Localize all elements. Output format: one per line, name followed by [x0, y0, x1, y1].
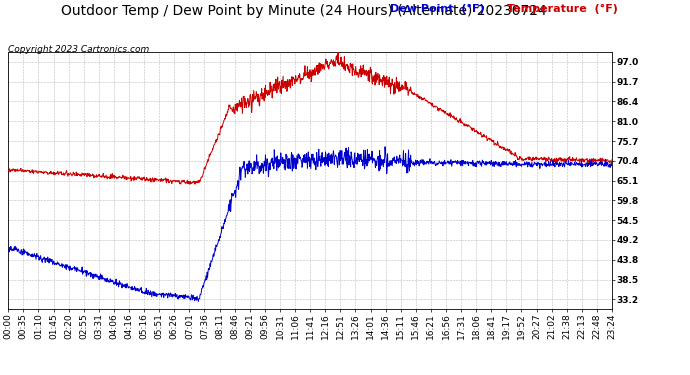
Text: Dew Point  (°F): Dew Point (°F): [390, 4, 484, 14]
Text: Copyright 2023 Cartronics.com: Copyright 2023 Cartronics.com: [8, 45, 150, 54]
Text: Outdoor Temp / Dew Point by Minute (24 Hours) (Alternate) 20230724: Outdoor Temp / Dew Point by Minute (24 H…: [61, 4, 546, 18]
Text: Temperature  (°F): Temperature (°F): [507, 4, 618, 14]
